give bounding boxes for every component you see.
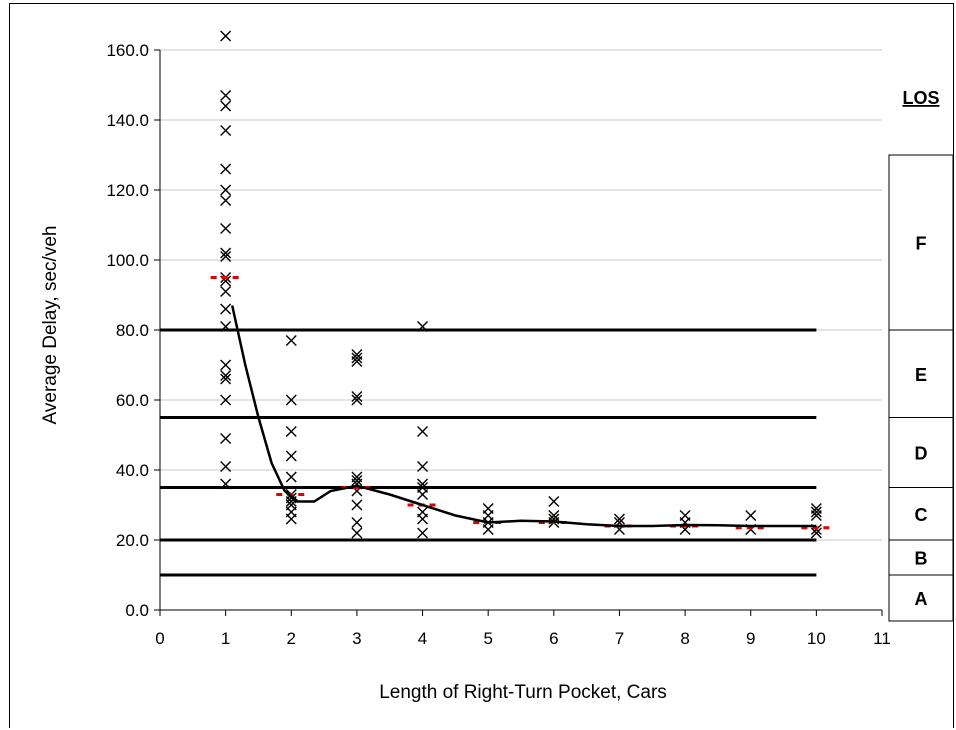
y-tick-label: 100.0 xyxy=(106,251,149,270)
x-marker xyxy=(220,90,232,101)
los-box xyxy=(888,154,954,622)
los-threshold-lines xyxy=(160,328,817,577)
y-tick-label: 120.0 xyxy=(106,181,149,200)
los-title: LOS xyxy=(902,88,939,108)
x-marker xyxy=(417,527,429,539)
x-marker xyxy=(351,499,363,511)
trend-line xyxy=(230,305,817,528)
x-marker xyxy=(220,286,232,297)
x-marker xyxy=(285,394,297,406)
y-tick-label: 160.0 xyxy=(106,41,149,60)
x-marker xyxy=(220,461,232,472)
x-marker xyxy=(220,223,232,234)
axes: 0.0 20.0 40.0 60.0 80.0 100.0 120.0 140.0 160.0 0… xyxy=(106,41,890,648)
los-level-f: F xyxy=(916,234,927,254)
los-level-e: E xyxy=(915,365,927,385)
x-tick-label: 0 xyxy=(155,629,164,648)
x-marker xyxy=(220,370,232,381)
x-tick-label: 7 xyxy=(615,629,624,648)
x-tick-label: 10 xyxy=(807,629,826,648)
x-tick-label: 1 xyxy=(221,629,230,648)
x-marker xyxy=(613,513,625,525)
x-marker xyxy=(220,303,232,315)
x-marker xyxy=(810,527,822,539)
x-marker xyxy=(220,251,232,262)
x-marker xyxy=(285,450,297,462)
x-marker xyxy=(220,100,232,112)
x-marker xyxy=(810,506,822,518)
x-marker xyxy=(285,513,297,525)
x-marker xyxy=(417,513,429,525)
x-marker xyxy=(220,195,232,206)
x-marker xyxy=(810,510,822,521)
x-tick-label: 5 xyxy=(483,629,492,648)
y-axis-label: Average Delay, sec/veh xyxy=(40,226,61,425)
x-marker xyxy=(220,359,232,371)
y-tick-label: 140.0 xyxy=(106,111,149,130)
x-marker xyxy=(351,517,363,528)
x-marker xyxy=(220,394,232,406)
y-tick-label: 40.0 xyxy=(116,461,149,480)
y-tick-label: 80.0 xyxy=(116,321,149,340)
x-marker xyxy=(417,461,429,472)
x-marker xyxy=(351,527,363,539)
x-axis-label: Length of Right-Turn Pocket, Cars xyxy=(379,682,667,703)
x-marker xyxy=(417,478,429,490)
x-marker xyxy=(285,335,297,346)
x-marker xyxy=(351,391,363,402)
x-tick-label: 6 xyxy=(549,629,558,648)
x-tick-label: 8 xyxy=(680,629,689,648)
x-marker xyxy=(417,489,429,500)
x-marker xyxy=(417,426,429,437)
x-marker xyxy=(351,352,363,364)
y-tick-label: 0.0 xyxy=(125,601,149,620)
x-tick-label: 9 xyxy=(746,629,755,648)
x-tick-label: 3 xyxy=(352,629,361,648)
x-marker xyxy=(482,524,494,535)
x-tick-label: 2 xyxy=(287,629,296,648)
x-marker xyxy=(745,510,757,521)
x-tick-label: 11 xyxy=(873,629,891,648)
x-marker xyxy=(351,356,363,367)
x-marker xyxy=(220,321,232,332)
x-marker xyxy=(220,30,232,42)
x-marker xyxy=(220,125,232,136)
x-marker xyxy=(351,475,363,486)
x-marker xyxy=(548,496,560,507)
gridlines xyxy=(160,49,882,541)
x-marker xyxy=(285,426,297,437)
los-level-d: D xyxy=(915,444,928,464)
x-marker xyxy=(285,471,297,483)
x-marker xyxy=(220,478,232,490)
los-level-a: A xyxy=(915,589,928,609)
x-marker xyxy=(220,433,232,444)
x-marker xyxy=(220,373,232,385)
los-level-b: B xyxy=(915,549,928,569)
los-level-c: C xyxy=(915,505,928,525)
y-tick-label: 60.0 xyxy=(116,391,149,410)
x-tick-label: 4 xyxy=(418,629,427,648)
x-marker xyxy=(220,247,232,259)
x-marker xyxy=(220,163,232,175)
x-marker xyxy=(220,184,232,196)
y-tick-label: 20.0 xyxy=(116,531,149,550)
x-marker xyxy=(417,321,429,332)
x-marker xyxy=(351,394,363,406)
los-panel: AB C D E F xyxy=(888,154,954,622)
data-marks xyxy=(210,30,832,539)
